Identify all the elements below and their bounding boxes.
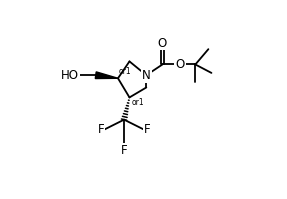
Text: or1: or1: [119, 67, 131, 76]
Text: F: F: [121, 144, 127, 157]
Text: O: O: [175, 58, 185, 71]
Text: F: F: [144, 123, 151, 136]
Text: F: F: [98, 123, 104, 136]
Text: O: O: [158, 37, 167, 50]
Text: or1: or1: [132, 98, 144, 107]
Polygon shape: [95, 72, 118, 79]
Text: HO: HO: [61, 69, 79, 82]
Text: N: N: [142, 69, 151, 82]
